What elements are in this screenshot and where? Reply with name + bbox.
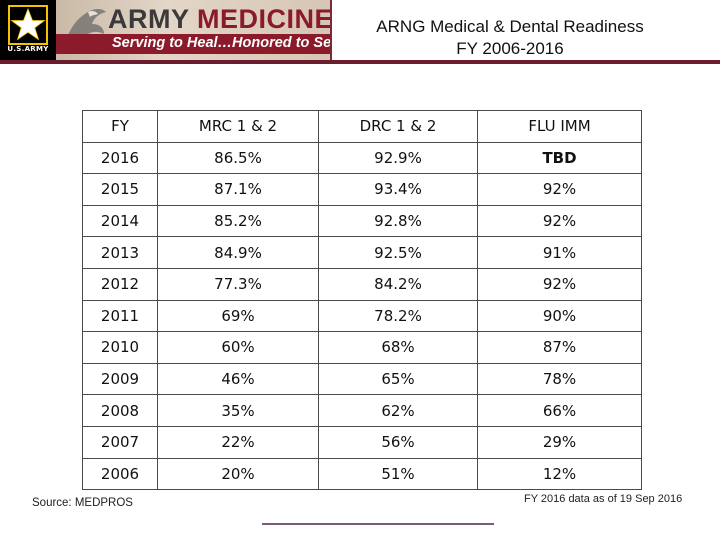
cell-mrc: 60% [157, 331, 319, 364]
cell-mrc: 87.1% [157, 173, 319, 206]
column-header-mrc: MRC 1 & 2 [157, 110, 319, 143]
source-note: Source: MEDPROS [32, 497, 133, 509]
cell-drc: 68% [318, 331, 478, 364]
banner-word-army: ARMY [108, 4, 190, 34]
cell-mrc: 86.5% [157, 141, 319, 175]
cell-flu: 91% [477, 236, 642, 269]
slide-header: U.S.ARMY ARMY MEDICINE Serving to Heal…H… [0, 0, 720, 64]
cell-fy: 2010 [82, 331, 158, 364]
table-row: 2011 69% 78.2% 90% [82, 299, 642, 333]
cell-flu: TBD [477, 141, 642, 175]
cell-drc: 78.2% [318, 299, 478, 333]
column-header-flu: FLU IMM [477, 110, 642, 143]
column-header-drc: DRC 1 & 2 [318, 110, 478, 143]
cell-mrc: 77.3% [157, 267, 319, 301]
table-header-row: FY MRC 1 & 2 DRC 1 & 2 FLU IMM [82, 110, 642, 143]
army-medicine-banner: ARMY MEDICINE Serving to Heal…Honored to… [56, 0, 332, 60]
cell-drc: 62% [318, 394, 478, 427]
banner-title: ARMY MEDICINE [108, 4, 332, 34]
table-row: 2012 77.3% 84.2% 92% [82, 267, 642, 301]
table-row: 2008 35% 62% 66% [82, 394, 642, 427]
army-star-icon [8, 5, 48, 45]
cell-flu: 90% [477, 299, 642, 333]
table-row: 2009 46% 65% 78% [82, 362, 642, 396]
readiness-table: FY MRC 1 & 2 DRC 1 & 2 FLU IMM 2016 86.5… [82, 110, 642, 491]
cell-fy: 2015 [82, 173, 158, 206]
cell-fy: 2013 [82, 236, 158, 269]
cell-fy: 2016 [82, 141, 158, 175]
table-row: 2015 87.1% 93.4% 92% [82, 173, 642, 206]
cell-mrc: 84.9% [157, 236, 319, 269]
cell-fy: 2008 [82, 394, 158, 427]
table-row: 2006 20% 51% 12% [82, 457, 642, 491]
cell-flu: 12% [477, 457, 642, 491]
cell-drc: 84.2% [318, 267, 478, 301]
banner-tagline-strip: Serving to Heal…Honored to Serve [56, 34, 330, 54]
cell-drc: 51% [318, 457, 478, 491]
banner-tagline: Serving to Heal…Honored to Serve [112, 35, 332, 51]
page-title-line1: ARNG Medical & Dental Readiness [376, 17, 644, 36]
column-header-fy: FY [82, 110, 158, 143]
table-row: 2013 84.9% 92.5% 91% [82, 236, 642, 269]
cell-fy: 2009 [82, 362, 158, 396]
army-logo: U.S.ARMY [0, 0, 56, 60]
cell-drc: 93.4% [318, 173, 478, 206]
cell-fy: 2007 [82, 425, 158, 459]
header-divider [0, 60, 720, 64]
cell-mrc: 46% [157, 362, 319, 396]
cell-fy: 2006 [82, 457, 158, 491]
table-row: 2007 22% 56% 29% [82, 425, 642, 459]
cell-mrc: 22% [157, 425, 319, 459]
table-row: 2010 60% 68% 87% [82, 331, 642, 364]
cell-flu: 78% [477, 362, 642, 396]
cell-mrc: 69% [157, 299, 319, 333]
cell-drc: 65% [318, 362, 478, 396]
cell-flu: 29% [477, 425, 642, 459]
cell-fy: 2012 [82, 267, 158, 301]
data-date-note: FY 2016 data as of 19 Sep 2016 [524, 493, 683, 505]
cell-flu: 66% [477, 394, 642, 427]
cell-drc: 92.8% [318, 204, 478, 238]
footer-divider [262, 523, 494, 525]
cell-drc: 92.9% [318, 141, 478, 175]
cell-mrc: 35% [157, 394, 319, 427]
cell-drc: 92.5% [318, 236, 478, 269]
table-row: 2016 86.5% 92.9% TBD [82, 141, 642, 175]
cell-fy: 2014 [82, 204, 158, 238]
banner-word-medicine: MEDICINE [197, 4, 332, 34]
logo-text: U.S.ARMY [7, 45, 49, 53]
cell-mrc: 20% [157, 457, 319, 491]
page-title: ARNG Medical & Dental Readiness FY 2006-… [334, 16, 686, 60]
cell-flu: 92% [477, 173, 642, 206]
page-title-line2: FY 2006-2016 [456, 39, 564, 58]
cell-flu: 92% [477, 267, 642, 301]
cell-drc: 56% [318, 425, 478, 459]
cell-flu: 92% [477, 204, 642, 238]
cell-mrc: 85.2% [157, 204, 319, 238]
cell-flu: 87% [477, 331, 642, 364]
table-row: 2014 85.2% 92.8% 92% [82, 204, 642, 238]
cell-fy: 2011 [82, 299, 158, 333]
